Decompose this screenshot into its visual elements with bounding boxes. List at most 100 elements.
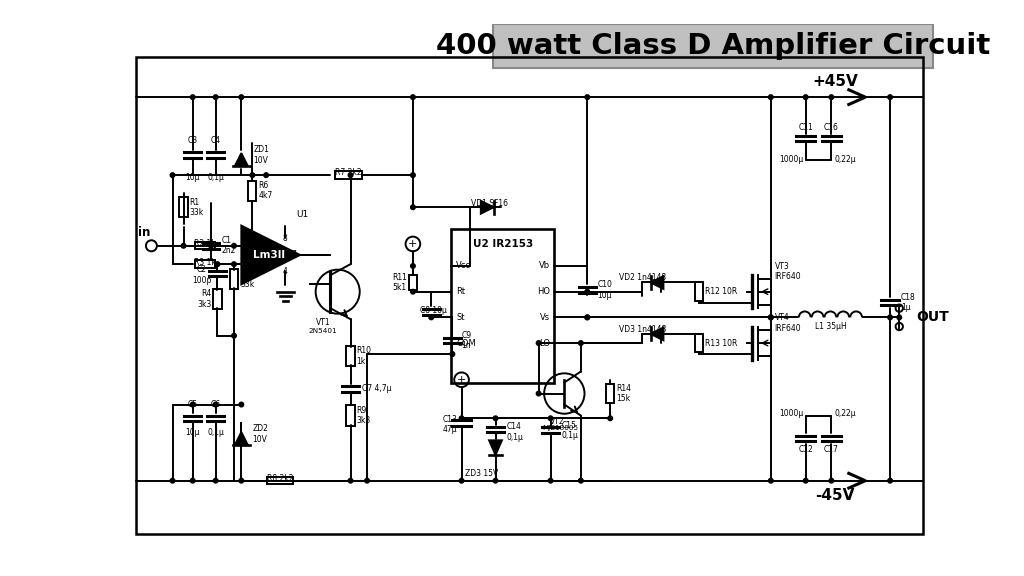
Circle shape xyxy=(411,95,415,100)
Text: R6
4k7: R6 4k7 xyxy=(258,181,272,200)
Circle shape xyxy=(209,244,213,248)
Text: VT2: VT2 xyxy=(550,416,564,426)
Text: 2N5401: 2N5401 xyxy=(308,328,337,334)
Text: R10
1k: R10 1k xyxy=(356,346,372,366)
Text: VT1: VT1 xyxy=(315,319,331,327)
Text: LO: LO xyxy=(539,339,550,347)
Circle shape xyxy=(264,173,268,177)
Text: VT3
IRF640: VT3 IRF640 xyxy=(774,262,801,281)
Text: R5
33k: R5 33k xyxy=(240,269,254,289)
Bar xyxy=(267,477,293,484)
Circle shape xyxy=(250,173,255,177)
Text: C18
1μ: C18 1μ xyxy=(901,293,915,312)
Circle shape xyxy=(768,479,773,483)
Circle shape xyxy=(494,479,498,483)
Bar xyxy=(248,181,256,201)
Circle shape xyxy=(411,289,415,294)
Text: ZD1
10V: ZD1 10V xyxy=(253,145,269,165)
Circle shape xyxy=(608,416,612,420)
Circle shape xyxy=(579,479,583,483)
Text: C8 10μ: C8 10μ xyxy=(420,305,447,314)
Text: 3: 3 xyxy=(244,263,249,272)
Circle shape xyxy=(579,341,583,346)
Circle shape xyxy=(585,95,590,100)
Polygon shape xyxy=(650,276,664,289)
Circle shape xyxy=(829,95,834,100)
Bar xyxy=(346,346,354,366)
Text: 1000μ: 1000μ xyxy=(779,409,803,418)
Bar xyxy=(195,260,215,268)
Circle shape xyxy=(451,352,455,357)
Circle shape xyxy=(537,341,541,346)
Circle shape xyxy=(190,402,195,407)
Text: +45V: +45V xyxy=(812,74,858,89)
Text: R13 10R: R13 10R xyxy=(706,339,737,347)
Text: Vs: Vs xyxy=(540,313,550,322)
Circle shape xyxy=(829,479,834,483)
Text: -45V: -45V xyxy=(815,488,855,503)
Circle shape xyxy=(365,479,370,483)
Text: 2: 2 xyxy=(244,238,249,247)
Text: L1 35μH: L1 35μH xyxy=(814,322,846,331)
Circle shape xyxy=(429,315,433,320)
Text: 0,1μ: 0,1μ xyxy=(207,429,224,438)
Circle shape xyxy=(170,479,175,483)
Bar xyxy=(606,384,614,403)
Circle shape xyxy=(768,315,773,320)
Circle shape xyxy=(459,479,464,483)
Circle shape xyxy=(239,95,244,100)
Bar xyxy=(452,229,554,384)
Text: C10
10μ: C10 10μ xyxy=(597,280,612,300)
Text: COM: COM xyxy=(456,339,476,347)
Circle shape xyxy=(804,479,808,483)
Text: Rt: Rt xyxy=(456,287,465,296)
Bar xyxy=(136,57,923,534)
Text: R9
3k3: R9 3k3 xyxy=(356,406,371,425)
Circle shape xyxy=(804,95,808,100)
Circle shape xyxy=(585,315,590,320)
Circle shape xyxy=(768,95,773,100)
Circle shape xyxy=(768,315,773,320)
Text: C9
1n: C9 1n xyxy=(462,331,472,350)
Circle shape xyxy=(888,95,892,100)
Circle shape xyxy=(239,479,244,483)
Text: C16: C16 xyxy=(824,123,839,132)
Circle shape xyxy=(190,479,195,483)
Text: ZD3 15V: ZD3 15V xyxy=(465,469,499,478)
Polygon shape xyxy=(242,226,300,285)
Polygon shape xyxy=(234,432,248,445)
Text: 8: 8 xyxy=(283,234,288,243)
Text: C3: C3 xyxy=(187,136,198,145)
Bar xyxy=(179,197,187,217)
Circle shape xyxy=(459,416,464,420)
Circle shape xyxy=(213,402,218,407)
Circle shape xyxy=(585,289,590,294)
Text: R7 2k2: R7 2k2 xyxy=(336,168,362,177)
Text: R11
5k1: R11 5k1 xyxy=(392,273,407,292)
Text: +: + xyxy=(457,375,466,385)
Circle shape xyxy=(888,315,892,320)
Polygon shape xyxy=(489,440,502,455)
Text: VD2 1n4148: VD2 1n4148 xyxy=(618,274,666,282)
Text: C6: C6 xyxy=(211,400,221,409)
Text: 1000μ: 1000μ xyxy=(779,155,803,164)
Circle shape xyxy=(190,95,195,100)
Text: R1
33k: R1 33k xyxy=(189,198,204,217)
Bar xyxy=(213,289,221,309)
Text: R12 10R: R12 10R xyxy=(706,287,737,296)
Text: R8 2k2: R8 2k2 xyxy=(266,474,293,483)
Text: R14
15k: R14 15k xyxy=(616,384,631,403)
Circle shape xyxy=(411,205,415,210)
Circle shape xyxy=(537,391,541,396)
Bar xyxy=(409,275,417,290)
Circle shape xyxy=(170,173,175,177)
Circle shape xyxy=(231,334,237,338)
Text: in: in xyxy=(137,226,150,240)
Bar xyxy=(346,406,354,426)
Text: C1
2n2: C1 2n2 xyxy=(221,236,236,256)
Text: C15
0,1μ: C15 0,1μ xyxy=(561,420,579,440)
Text: +: + xyxy=(409,239,418,249)
Text: C14
0,1μ: C14 0,1μ xyxy=(507,422,523,442)
Text: R4
3k3: R4 3k3 xyxy=(198,289,212,309)
Text: C17: C17 xyxy=(824,445,839,454)
